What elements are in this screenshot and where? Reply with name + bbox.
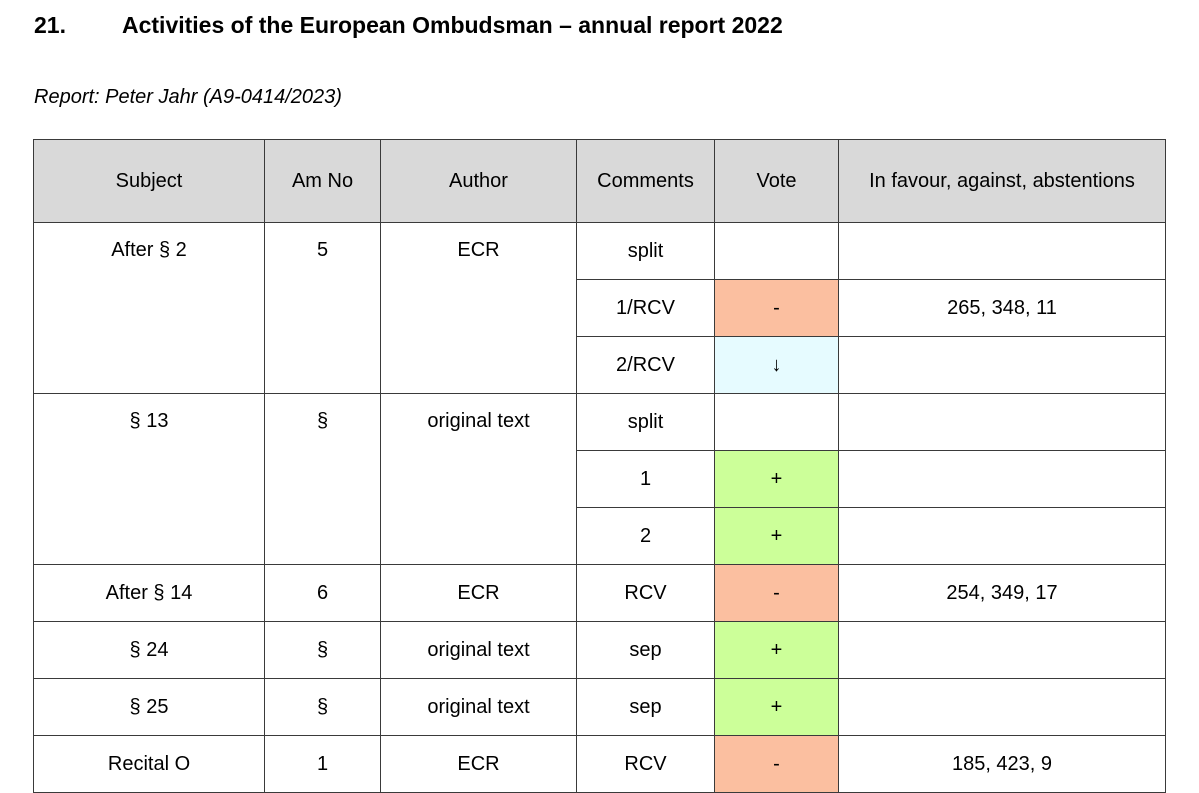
table-row: 1/RCV -265, 348, 11 [34, 279, 1166, 337]
results-cell [838, 621, 1166, 679]
header-row: Subject Am No Author Comments Vote In favour,… [33, 139, 1166, 223]
am-no-cell: § [264, 621, 381, 679]
report-line: Report: Peter Jahr (A9-0414/2023) [34, 86, 342, 108]
vote-cell: - [714, 735, 839, 793]
comments-cell: split [576, 222, 715, 280]
results-cell: 265, 348, 11 [838, 279, 1166, 337]
table-row: § 24 § original text sep + [33, 621, 1166, 679]
results-cell: 185, 423, 9 [838, 735, 1166, 793]
section-number: 21. [34, 12, 66, 38]
vote-cell: - [714, 564, 839, 622]
subject-cell: After § 2 [33, 222, 265, 394]
section-title: Activities of the European Ombudsman – a… [122, 12, 783, 38]
header-results: In favour, against, abstentions [838, 139, 1166, 223]
vote-cell: + [714, 450, 839, 508]
vote-cell: ↓ [714, 336, 839, 394]
author-cell: original text [380, 393, 577, 565]
vote-cell: - [714, 279, 839, 337]
comments-cell: RCV [576, 735, 715, 793]
results-cell [838, 507, 1166, 565]
author-cell: original text [380, 678, 577, 736]
vote-cell: + [714, 507, 839, 565]
vote-cell [714, 222, 839, 280]
am-no-cell: 5 [264, 222, 381, 394]
comments-cell: sep [576, 621, 715, 679]
subject-cell: Recital O [33, 735, 265, 793]
header-comments: Comments [576, 139, 715, 223]
comments-cell: RCV [576, 564, 715, 622]
subject-cell: § 25 [33, 678, 265, 736]
am-no-cell: § [264, 393, 381, 565]
voting-table-header: Subject Am No Author Comments Vote In favour,… [33, 139, 1166, 223]
results-cell [838, 450, 1166, 508]
comments-cell: 1 [576, 450, 715, 508]
results-cell [838, 678, 1166, 736]
results-cell: 254, 349, 17 [838, 564, 1166, 622]
vote-cell [714, 393, 839, 451]
author-cell: ECR [380, 222, 577, 394]
author-cell: ECR [380, 564, 577, 622]
am-no-cell: 1 [264, 735, 381, 793]
table-row: § 13 § original text split [33, 393, 1166, 565]
section-heading: 21. Activities of the European Ombudsman … [34, 12, 783, 39]
comments-cell: sep [576, 678, 715, 736]
comments-cell: 1/RCV [576, 279, 715, 337]
results-cell [838, 222, 1166, 280]
author-cell: ECR [380, 735, 577, 793]
header-author: Author [380, 139, 577, 223]
subject-cell: § 13 [33, 393, 265, 565]
voting-table: Subject Am No Author Comments Vote In favour,… [33, 139, 1166, 793]
header-am-no: Am No [264, 139, 381, 223]
am-no-cell: 6 [264, 564, 381, 622]
results-cell [838, 336, 1166, 394]
table-row: § 25 § original text sep + [33, 678, 1166, 736]
am-no-cell: § [264, 678, 381, 736]
header-vote: Vote [714, 139, 839, 223]
results-cell [838, 393, 1166, 451]
table-row: 2/RCV ↓ [34, 336, 1166, 394]
comments-cell: split [576, 393, 715, 451]
comments-cell: 2/RCV [576, 336, 715, 394]
table-row: After § 14 6 ECR RCV -254, 349, 17 [33, 564, 1166, 622]
subject-cell: § 24 [33, 621, 265, 679]
vote-cell: + [714, 678, 839, 736]
table-row: 1 + [34, 450, 1166, 508]
table-row: Recital O 1 ECR RCV -185, 423, 9 [33, 735, 1166, 793]
subject-cell: After § 14 [33, 564, 265, 622]
table-row: After § 2 5 ECR split [33, 222, 1166, 394]
vote-cell: + [714, 621, 839, 679]
comments-cell: 2 [576, 507, 715, 565]
author-cell: original text [380, 621, 577, 679]
table-row: 2 + [34, 507, 1166, 565]
header-subject: Subject [33, 139, 265, 223]
voting-table-body: After § 2 5 ECR split 1/RCV -265, 348, 11 2/RC… [33, 222, 1166, 793]
